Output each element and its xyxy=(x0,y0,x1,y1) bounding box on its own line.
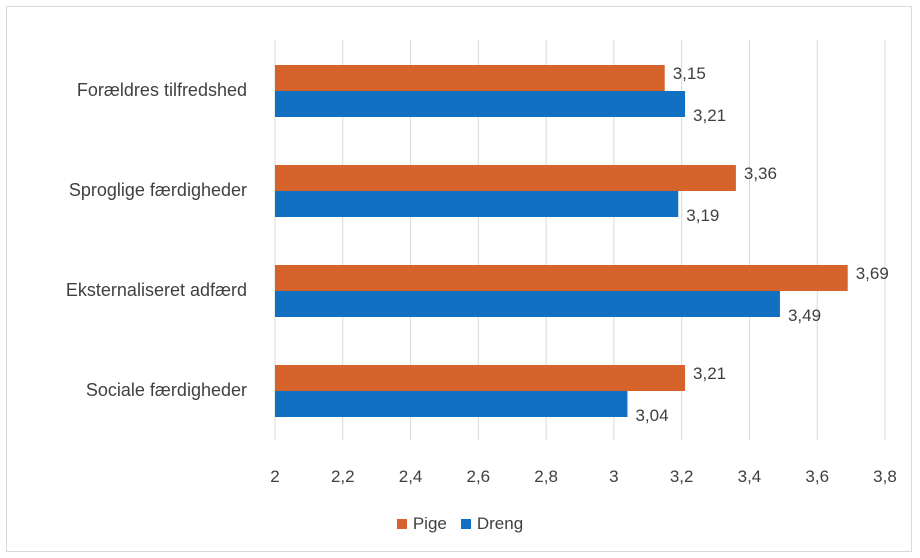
data-label: 3,19 xyxy=(686,206,719,225)
bar-pige xyxy=(275,265,848,291)
data-label: 3,21 xyxy=(693,106,726,125)
x-tick-label: 3 xyxy=(609,467,618,486)
data-label: 3,21 xyxy=(693,364,726,383)
legend-item-pige: Pige xyxy=(396,514,447,534)
category-label: Forældres tilfredshed xyxy=(77,80,247,100)
x-tick-label: 3,2 xyxy=(670,467,694,486)
x-tick-label: 2,2 xyxy=(331,467,355,486)
legend-label-pige: Pige xyxy=(412,514,447,533)
data-label: 3,36 xyxy=(744,164,777,183)
bar-dreng xyxy=(275,291,780,317)
legend-swatch-pige xyxy=(396,519,407,529)
bar-dreng xyxy=(275,391,628,417)
bar-pige xyxy=(275,365,686,391)
x-tick-label: 3,4 xyxy=(738,467,762,486)
category-label: Sociale færdigheder xyxy=(86,380,247,400)
bar-pige xyxy=(275,165,736,191)
data-label: 3,69 xyxy=(856,264,889,283)
legend: Pige Dreng xyxy=(0,514,920,534)
x-tick-label: 3,6 xyxy=(805,467,829,486)
category-label: Sproglige færdigheder xyxy=(69,180,247,200)
bar-dreng xyxy=(275,191,679,217)
bar-chart: 2 2,2 2,4 2,6 2,8 3 3,2 3,4 3,6 3,8 Forældres tilf… xyxy=(66,40,897,486)
x-tick-label: 2,4 xyxy=(399,467,423,486)
x-tick-label: 2,8 xyxy=(534,467,558,486)
x-tick-label: 3,8 xyxy=(873,467,897,486)
data-label: 3,15 xyxy=(673,64,706,83)
legend-item-dreng: Dreng xyxy=(460,514,524,534)
bar-dreng xyxy=(275,91,686,117)
legend-label-dreng: Dreng xyxy=(476,514,524,533)
legend-swatch-dreng xyxy=(460,519,471,529)
bar-pige xyxy=(275,65,665,91)
data-label: 3,49 xyxy=(788,306,821,325)
data-label: 3,04 xyxy=(635,406,668,425)
x-tick-label: 2 xyxy=(270,467,279,486)
category-label: Eksternaliseret adfærd xyxy=(66,280,247,300)
x-tick-label: 2,6 xyxy=(467,467,491,486)
